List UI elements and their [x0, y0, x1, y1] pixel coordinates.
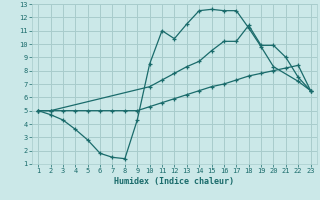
X-axis label: Humidex (Indice chaleur): Humidex (Indice chaleur): [115, 177, 234, 186]
